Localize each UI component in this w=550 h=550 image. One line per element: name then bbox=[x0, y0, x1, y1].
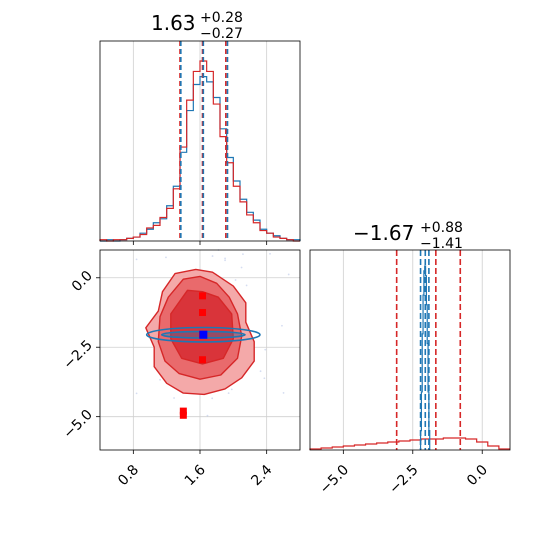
y-tick-label: −2.5 bbox=[61, 337, 96, 372]
bottom-right-axes-frame bbox=[309, 249, 511, 451]
sample-dot bbox=[211, 397, 214, 400]
bottom-right-title: −1.67 +0.88 −1.41 bbox=[353, 220, 463, 252]
sample-dot bbox=[269, 252, 271, 255]
sample-dot bbox=[206, 414, 209, 417]
sample-dot bbox=[281, 324, 283, 327]
blue-histogram bbox=[419, 265, 431, 450]
bottom-right-quantile-lines bbox=[395, 250, 462, 450]
red-marker bbox=[179, 407, 187, 415]
x-tick-label: 2.4 bbox=[248, 462, 275, 489]
red-marker bbox=[199, 309, 206, 316]
x-tick-label: 0.0 bbox=[464, 462, 491, 489]
x-tick-label: 1.6 bbox=[182, 462, 209, 489]
sample-dot bbox=[259, 370, 262, 373]
x-tick-label: −5.0 bbox=[317, 462, 352, 497]
sample-dot bbox=[245, 284, 248, 287]
sample-dot bbox=[224, 259, 226, 262]
top-left-title: 1.63 +0.28 −0.27 bbox=[151, 10, 243, 42]
red-marker bbox=[179, 411, 187, 419]
top-left-histograms bbox=[99, 60, 301, 242]
blue-marker bbox=[199, 330, 208, 339]
top-left-title-value: 1.63 bbox=[151, 11, 196, 35]
bottom-right-title-value: −1.67 bbox=[353, 221, 414, 245]
bottom-right-title-plus: +0.88 bbox=[420, 220, 463, 236]
sample-dot bbox=[240, 266, 243, 269]
bottom-right-histograms bbox=[309, 265, 510, 450]
sample-dot bbox=[234, 279, 237, 281]
sample-dot bbox=[173, 397, 175, 399]
sample-dot bbox=[287, 273, 290, 276]
sample-dot bbox=[264, 348, 267, 351]
sample-dot bbox=[135, 258, 138, 261]
y-tick-label: −5.0 bbox=[61, 407, 96, 442]
panel-top-left: 1.63 +0.28 −0.27 bbox=[99, 10, 301, 245]
sample-dot bbox=[242, 253, 244, 256]
top-left-title-minus: −0.27 bbox=[200, 26, 243, 42]
blue-contour-outer bbox=[145, 326, 261, 343]
sample-dot bbox=[135, 392, 138, 395]
y-tick-label: 0.0 bbox=[69, 268, 96, 295]
top-left-grid bbox=[132, 41, 268, 241]
x-tick-label: 0.8 bbox=[115, 462, 142, 489]
bottom-right-ticks: −5.0 −2.5 0.0 bbox=[317, 450, 491, 497]
top-left-ticks bbox=[132, 241, 268, 245]
sample-dot bbox=[211, 255, 214, 257]
bottom-left-markers bbox=[179, 292, 208, 419]
x-tick-label: −2.5 bbox=[386, 462, 421, 497]
panel-bottom-left: 0.8 1.6 2.4 0.0 −2.5 −5.0 bbox=[61, 249, 301, 489]
top-left-title-plus: +0.28 bbox=[200, 10, 243, 26]
sample-dot bbox=[224, 257, 226, 260]
sample-dot bbox=[263, 377, 266, 380]
sample-dot bbox=[159, 378, 161, 381]
sample-dot bbox=[282, 392, 285, 394]
top-left-quantile-lines bbox=[179, 41, 229, 241]
red-marker bbox=[199, 356, 206, 364]
red-marker bbox=[199, 292, 206, 300]
bottom-right-grid bbox=[342, 250, 483, 450]
bottom-right-title-minus: −1.41 bbox=[420, 236, 463, 252]
sample-dot bbox=[230, 388, 233, 391]
red-histogram bbox=[309, 437, 510, 450]
panel-bottom-right: −5.0 −2.5 0.0 −1.67 +0.88 −1.41 bbox=[309, 220, 511, 497]
sample-dot bbox=[165, 256, 167, 259]
red-histogram bbox=[99, 60, 300, 242]
sample-dot bbox=[227, 392, 230, 395]
